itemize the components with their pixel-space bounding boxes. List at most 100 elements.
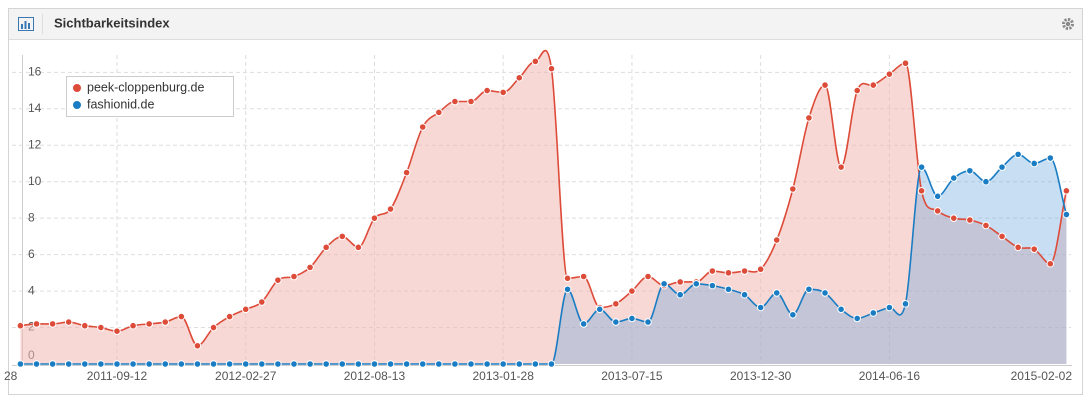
marker xyxy=(354,360,363,368)
y-tick-label: 8 xyxy=(28,210,35,224)
marker xyxy=(837,163,845,171)
marker xyxy=(933,207,942,215)
marker xyxy=(837,305,845,314)
marker xyxy=(306,263,314,272)
markers xyxy=(16,57,1071,368)
marker xyxy=(145,360,153,368)
marker xyxy=(290,272,298,281)
marker xyxy=(998,232,1006,241)
marker xyxy=(515,360,524,368)
marker xyxy=(483,86,491,95)
marker xyxy=(1030,159,1039,168)
marker xyxy=(177,312,186,321)
marker xyxy=(595,305,604,314)
marker xyxy=(274,276,282,284)
marker xyxy=(467,97,475,106)
marker xyxy=(1062,187,1071,195)
marker xyxy=(274,360,282,368)
marker xyxy=(708,267,717,275)
marker xyxy=(64,360,73,368)
marker xyxy=(80,360,89,368)
marker xyxy=(129,321,137,330)
marker xyxy=(772,289,781,297)
marker xyxy=(113,360,121,368)
marker xyxy=(901,59,910,68)
marker xyxy=(579,320,588,328)
marker xyxy=(338,360,347,368)
marker xyxy=(644,318,652,326)
marker xyxy=(531,57,540,66)
marker xyxy=(966,216,974,224)
settings-icon[interactable] xyxy=(1062,18,1074,30)
area xyxy=(20,154,1067,364)
marker xyxy=(129,360,137,368)
x-tick-label: 2013-01-28 xyxy=(472,369,534,383)
marker xyxy=(113,327,121,335)
marker xyxy=(885,70,894,78)
marker xyxy=(531,360,540,368)
y-tick-label: 10 xyxy=(28,174,42,188)
marker xyxy=(563,285,572,294)
marker xyxy=(917,163,926,171)
marker xyxy=(628,287,636,295)
marker xyxy=(805,114,813,122)
marker xyxy=(467,360,475,368)
marker xyxy=(1014,243,1022,252)
marker xyxy=(16,321,25,330)
marker xyxy=(1014,150,1022,159)
marker xyxy=(515,74,524,82)
marker xyxy=(789,185,797,193)
marker xyxy=(547,64,556,73)
marker xyxy=(998,163,1006,171)
x-tick-label: 28 xyxy=(4,369,18,383)
marker xyxy=(1030,245,1039,253)
x-tick-label: 2013-12-30 xyxy=(730,369,792,383)
x-tick-label: 2015-02-02 xyxy=(1011,369,1073,383)
marker xyxy=(177,360,186,368)
marker xyxy=(241,305,250,314)
marker xyxy=(193,341,202,350)
marker xyxy=(1046,154,1055,162)
marker xyxy=(145,320,153,328)
marker xyxy=(209,360,218,368)
marker xyxy=(97,323,105,332)
y-tick-label: 12 xyxy=(28,137,42,151)
marker xyxy=(386,205,395,213)
marker xyxy=(724,269,733,277)
marker xyxy=(16,360,25,368)
marker xyxy=(949,174,958,182)
marker xyxy=(676,278,684,286)
marker xyxy=(644,272,652,281)
marker xyxy=(740,267,749,275)
marker xyxy=(258,298,266,306)
marker xyxy=(1046,259,1055,268)
area xyxy=(20,50,1067,364)
marker xyxy=(32,320,41,328)
marker xyxy=(402,168,411,177)
marker xyxy=(708,281,717,290)
marker xyxy=(853,314,862,323)
legend-label: peek-cloppenburg.de xyxy=(87,80,204,94)
y-tick-label: 6 xyxy=(28,247,35,261)
marker xyxy=(258,360,266,368)
marker xyxy=(982,177,990,186)
legend-label: fashionid.de xyxy=(87,97,154,111)
marker xyxy=(80,321,89,330)
marker xyxy=(451,360,459,368)
marker xyxy=(435,108,443,117)
y-tick-label: 14 xyxy=(28,101,42,115)
marker xyxy=(225,312,234,321)
marker xyxy=(64,318,73,326)
marker xyxy=(789,310,797,319)
legend: peek-cloppenburg.de fashionid.de xyxy=(66,76,234,117)
marker xyxy=(370,214,379,222)
marker xyxy=(322,243,330,252)
marker xyxy=(740,290,749,299)
marker xyxy=(579,272,588,281)
marker xyxy=(756,303,765,312)
marker xyxy=(370,360,379,368)
x-tick-label: 2013-07-15 xyxy=(601,369,663,383)
marker xyxy=(499,360,507,368)
marker xyxy=(354,243,363,252)
